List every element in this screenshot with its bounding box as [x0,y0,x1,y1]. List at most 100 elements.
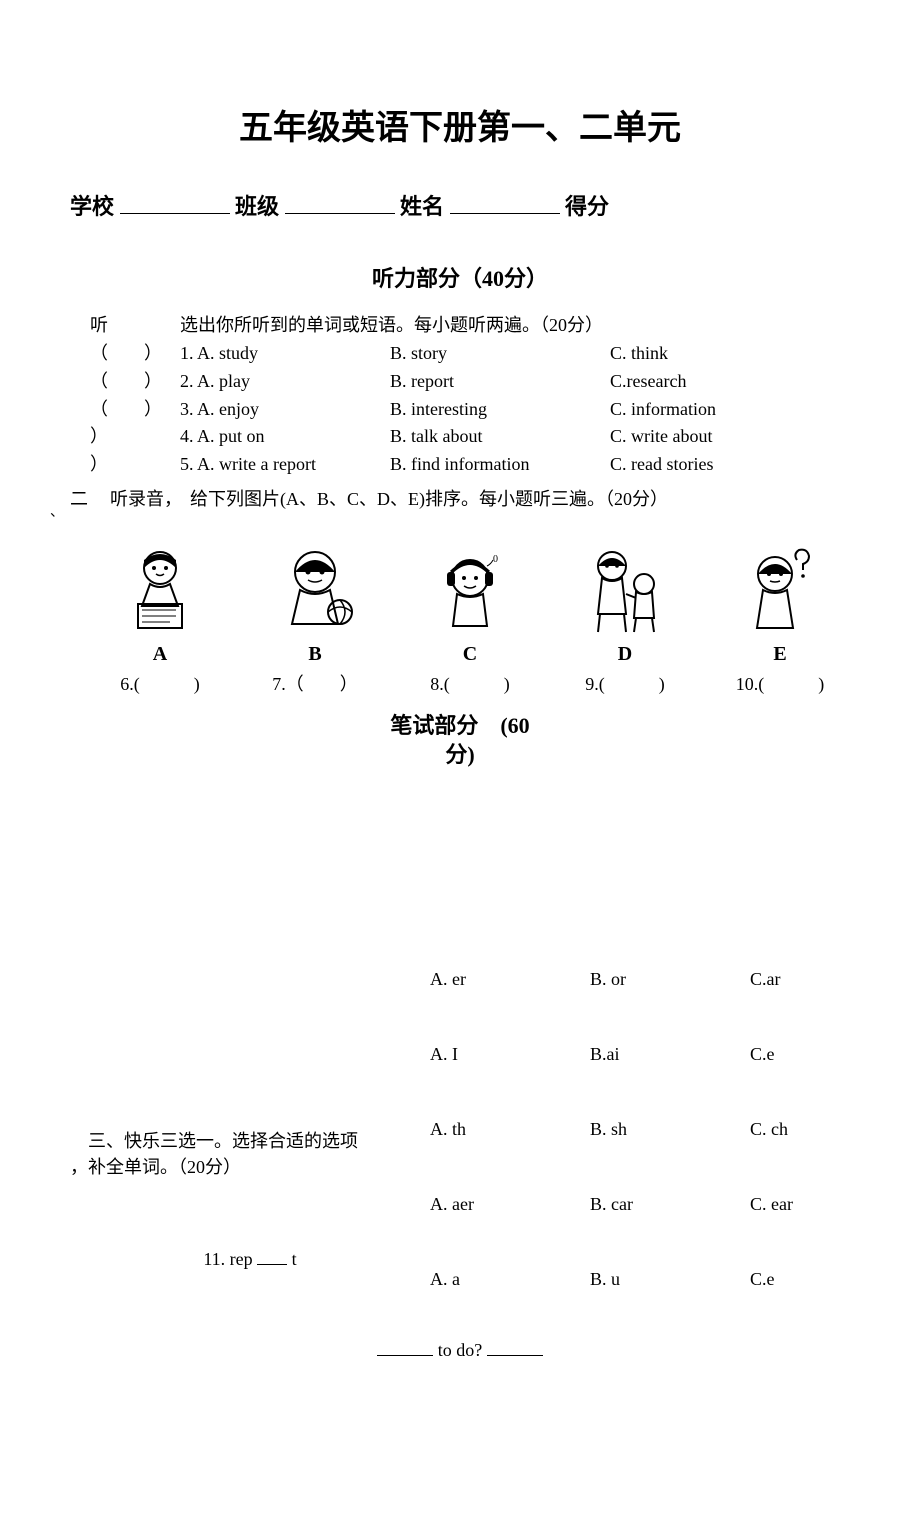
c5-c: C.e [750,1269,850,1290]
c1-a: A. er [430,969,590,990]
q1-a: 1. A. study [180,340,390,368]
score-label: 得分 [565,194,609,219]
q5-paren[interactable]: ） [90,451,180,479]
choice-row-2: A. IB.aiC.e [430,1044,850,1065]
pic-label-c: C [410,643,530,666]
pic-label-a: A [100,643,220,666]
bottom-fragment: to do? [70,1340,850,1361]
c2-b: B.ai [590,1044,750,1065]
ans-10[interactable]: 10.( ) [720,670,840,696]
section1-instruction: 选出你所听到的单词或短语。每小题听两遍。（20分） [180,311,603,340]
pic-label-d: D [565,643,685,666]
pic-e [730,541,830,641]
ans-7[interactable]: 7.（ ） [255,670,375,696]
c4-b: B. car [590,1194,750,1215]
c3-b: B. sh [590,1119,750,1140]
ans-8[interactable]: 8.( ) [410,670,530,696]
class-label: 班级 [235,194,279,219]
pic-cell-c: 0 C [410,541,530,666]
q1-b: B. story [390,340,610,368]
q2-a: 2. A. play [180,368,390,396]
listening-header: 听力部分（40分） [70,261,850,293]
section3-block: 三、快乐三选一。选择合适的选项 ，补全单词。（20分） 11. rep t A.… [70,969,850,1290]
written-header-l2: 分) [445,742,474,767]
q2-paren[interactable]: （ ） [90,368,180,396]
q5-c: C. read stories [610,451,790,479]
name-blank[interactable] [450,192,560,214]
pic-a [110,541,210,641]
bottom-blank-right[interactable] [487,1355,543,1356]
pic-label-b: B [255,643,375,666]
q11-prefix: 11. rep [203,1249,252,1269]
section1-questions: （ ）1. A. studyB. storyC. think（ ）2. A. p… [70,340,850,479]
form-header: 学校 班级 姓名 得分 [70,189,850,221]
pic-label-e: E [720,643,840,666]
q-row-3: （ ）3. A. enjoyB. interestingC. informati… [90,396,850,424]
ans-9[interactable]: 9.( ) [565,670,685,696]
pic-cell-b: B [255,541,375,666]
bottom-text: to do? [438,1340,483,1360]
c4-a: A. aer [430,1194,590,1215]
section2-tick: 、 [50,501,830,521]
c3-c: C. ch [750,1119,850,1140]
q2-b: B. report [390,368,610,396]
school-blank[interactable] [120,192,230,214]
pic-b [265,541,365,641]
section2-answers: 6.( ) 7.（ ） 8.( ) 9.( ) 10.( ) [100,670,840,696]
name-label: 姓名 [400,194,444,219]
section3-instr-l2: ，补全单词。（20分） [70,1157,241,1177]
c1-b: B. or [590,969,750,990]
q11-blank[interactable] [257,1264,287,1265]
q3-c: C. information [610,396,790,424]
q5-a: 5. A. write a report [180,451,390,479]
q3-a: 3. A. enjoy [180,396,390,424]
pic-cell-e: E [720,541,840,666]
q-row-2: （ ）2. A. playB. reportC.research [90,368,850,396]
q11: 11. rep t [70,1249,430,1270]
q3-paren[interactable]: （ ） [90,396,180,424]
c4-c: C. ear [750,1194,850,1215]
section3-choices: A. erB. orC.arA. IB.aiC.eA. thB. shC. ch… [430,969,850,1290]
q4-c: C. write about [610,423,790,451]
written-header-l1: 笔试部分 (60 [390,713,529,738]
section3-instr-l1: 三、快乐三选一。选择合适的选项 [70,1131,358,1151]
c5-b: B. u [590,1269,750,1290]
q11-suffix: t [292,1249,297,1269]
section2-pictures: A B 0 [100,541,840,666]
school-label: 学校 [70,194,114,219]
choice-row-5: A. aB. uC.e [430,1269,850,1290]
c2-c: C.e [750,1044,850,1065]
q-row-4: ）4. A. put onB. talk aboutC. write about [90,423,850,451]
choice-row-3: A. thB. shC. ch [430,1119,850,1140]
q-row-5: ）5. A. write a reportB. find information… [90,451,850,479]
pic-cell-a: A [100,541,220,666]
pic-c: 0 [420,541,520,641]
pic-cell-d: D [565,541,685,666]
section3-left: 三、快乐三选一。选择合适的选项 ，补全单词。（20分） 11. rep t [70,969,430,1290]
c1-c: C.ar [750,969,850,990]
c5-a: A. a [430,1269,590,1290]
q1-c: C. think [610,340,790,368]
c3-a: A. th [430,1119,590,1140]
class-blank[interactable] [285,192,395,214]
section3-instruction: 三、快乐三选一。选择合适的选项 ，补全单词。（20分） [70,1127,430,1179]
written-header: 笔试部分 (60 分) [70,712,850,769]
c2-a: A. I [430,1044,590,1065]
svg-text:0: 0 [493,554,498,565]
q3-b: B. interesting [390,396,610,424]
q5-b: B. find information [390,451,610,479]
ans-6[interactable]: 6.( ) [100,670,220,696]
section1-heading-row: 听 选出你所听到的单词或短语。每小题听两遍。（20分） [70,311,850,340]
q1-paren[interactable]: （ ） [90,340,180,368]
q2-c: C.research [610,368,790,396]
q4-b: B. talk about [390,423,610,451]
q4-a: 4. A. put on [180,423,390,451]
pic-d [575,541,675,641]
choice-row-1: A. erB. orC.ar [430,969,850,990]
choice-row-4: A. aerB. carC. ear [430,1194,850,1215]
bottom-blank-left[interactable] [377,1355,433,1356]
section1-left-label: 听 [90,311,130,340]
q4-paren[interactable]: ） [90,423,180,451]
q-row-1: （ ）1. A. studyB. storyC. think [90,340,850,368]
page-title: 五年级英语下册第一、二单元 [70,100,850,149]
